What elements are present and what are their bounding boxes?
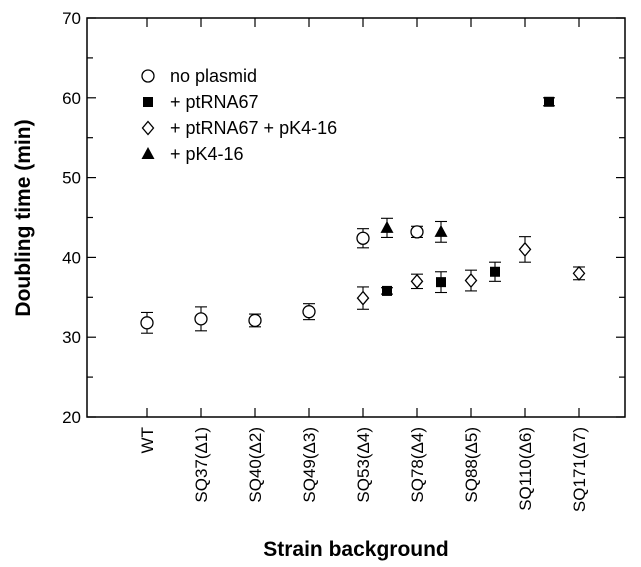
open-diamond-marker (356, 290, 370, 306)
open-circle-marker (356, 231, 370, 245)
plot-frame (86, 17, 626, 418)
filled-square-marker (544, 96, 554, 107)
x-axis-title: Strain background (263, 538, 449, 561)
x-tick-label: SQ110(Δ6) (516, 427, 535, 511)
x-tick-label: SQ49(Δ3) (300, 427, 319, 503)
x-tick-label: SQ53(Δ4) (354, 427, 373, 503)
open-circle-marker (140, 316, 154, 330)
legend-label: + ptRNA67 + pK4-16 (170, 118, 337, 138)
open-diamond-marker (572, 265, 586, 281)
y-tick-label: 50 (62, 169, 81, 188)
filled-triangle-marker (434, 224, 448, 237)
open-diamond-marker (141, 120, 155, 136)
x-tick-label: SQ171(Δ7) (570, 427, 589, 512)
x-tick-label: SQ78(Δ4) (408, 427, 427, 503)
y-tick-label: 60 (62, 89, 81, 108)
open-circle-marker (248, 313, 262, 328)
open-diamond-marker (410, 273, 424, 289)
filled-triangle-marker (141, 147, 155, 159)
legend-label: + pK4-16 (170, 144, 244, 164)
x-tick-label: SQ88(Δ5) (462, 427, 481, 503)
filled-square-marker (382, 285, 392, 296)
y-tick-label: 70 (62, 9, 81, 28)
y-axis-title: Doubling time (min) (12, 119, 35, 316)
y-tick-label: 30 (62, 328, 81, 347)
x-tick-label: SQ40(Δ2) (246, 427, 265, 503)
axes: 20 30 40 50 60 70 WT SQ37(Δ1) SQ40(Δ2) SQ49(Δ3) SQ… (62, 9, 625, 512)
open-circle-marker (302, 305, 316, 319)
y-tick-label: 40 (62, 248, 81, 267)
x-tick-label: WT (138, 427, 157, 453)
filled-triangle-marker (380, 220, 394, 233)
y-tick-label: 20 (62, 408, 81, 427)
data-marks (140, 96, 586, 334)
open-circle-marker (194, 312, 208, 326)
open-circle-marker (410, 225, 424, 239)
legend-label: + ptRNA67 (170, 92, 259, 112)
open-diamond-marker (464, 273, 478, 289)
open-diamond-marker (518, 241, 532, 257)
open-circle-marker (141, 69, 155, 83)
filled-square-marker (143, 97, 153, 107)
x-tick-label: SQ37(Δ1) (192, 427, 211, 503)
legend: no plasmid + ptRNA67 + ptRNA67 + pK4-16 + p… (141, 66, 337, 164)
filled-square-marker (436, 277, 446, 288)
filled-square-marker (490, 266, 500, 277)
legend-label: no plasmid (170, 66, 257, 86)
